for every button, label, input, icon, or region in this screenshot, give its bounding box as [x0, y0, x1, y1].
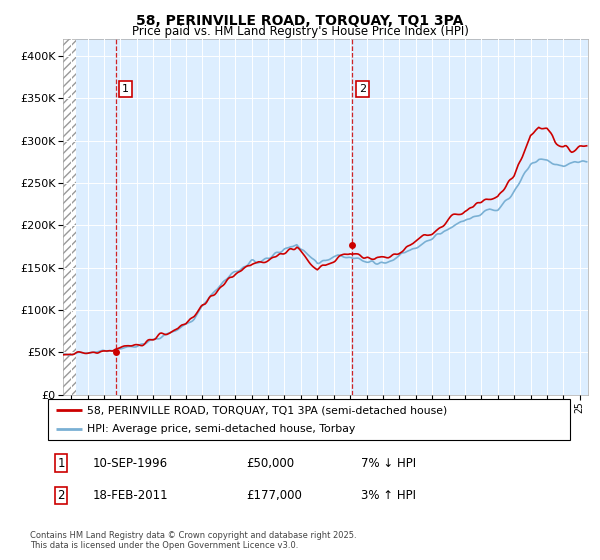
Text: £177,000: £177,000: [247, 489, 302, 502]
Text: HPI: Average price, semi-detached house, Torbay: HPI: Average price, semi-detached house,…: [87, 424, 355, 433]
Text: 7% ↓ HPI: 7% ↓ HPI: [361, 456, 416, 470]
FancyBboxPatch shape: [48, 399, 570, 440]
Text: £50,000: £50,000: [247, 456, 295, 470]
Text: 18-FEB-2011: 18-FEB-2011: [92, 489, 168, 502]
Text: 10-SEP-1996: 10-SEP-1996: [92, 456, 167, 470]
Text: 1: 1: [122, 84, 129, 94]
Bar: [63, 39, 76, 395]
Text: 2: 2: [58, 489, 65, 502]
Text: 2: 2: [359, 84, 366, 94]
Text: Price paid vs. HM Land Registry's House Price Index (HPI): Price paid vs. HM Land Registry's House …: [131, 25, 469, 38]
Text: 58, PERINVILLE ROAD, TORQUAY, TQ1 3PA (semi-detached house): 58, PERINVILLE ROAD, TORQUAY, TQ1 3PA (s…: [87, 405, 448, 415]
Text: 58, PERINVILLE ROAD, TORQUAY, TQ1 3PA: 58, PERINVILLE ROAD, TORQUAY, TQ1 3PA: [136, 14, 464, 28]
Text: Contains HM Land Registry data © Crown copyright and database right 2025.
This d: Contains HM Land Registry data © Crown c…: [30, 531, 356, 550]
Text: 3% ↑ HPI: 3% ↑ HPI: [361, 489, 416, 502]
Text: 1: 1: [58, 456, 65, 470]
Bar: [63, 39, 76, 395]
